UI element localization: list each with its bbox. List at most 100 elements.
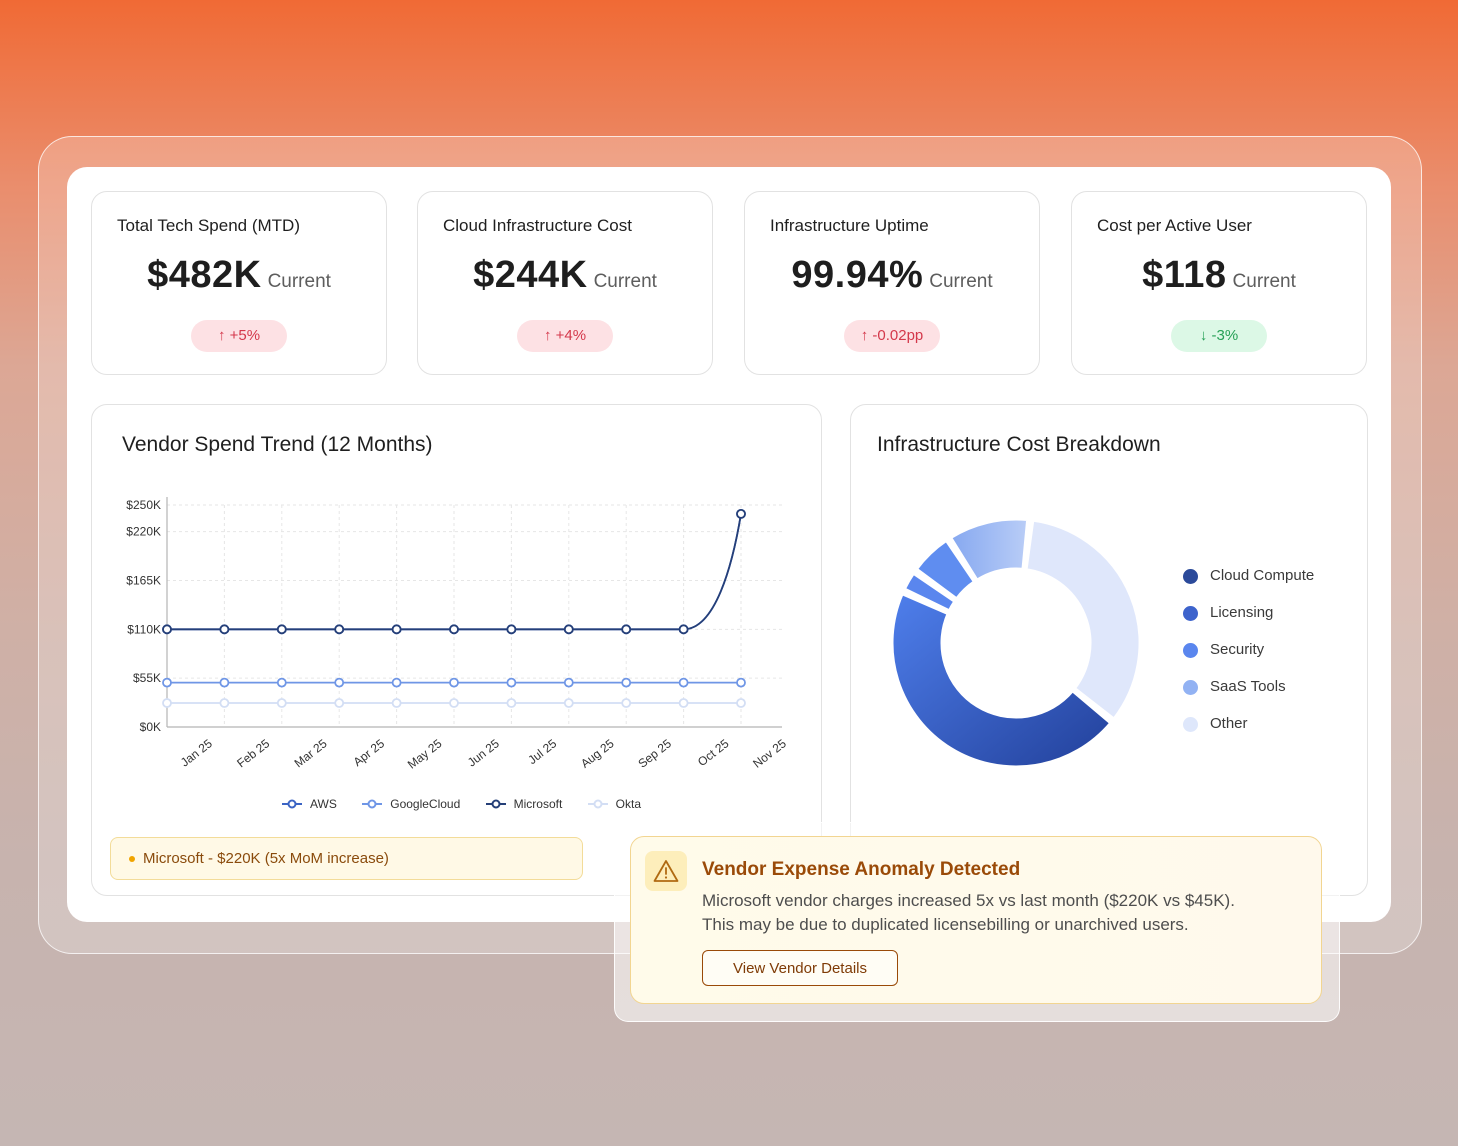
data-point-okta: [219, 698, 230, 708]
view-vendor-details-button[interactable]: View Vendor Details: [702, 950, 898, 986]
legend-label: SaaS Tools: [1210, 678, 1286, 695]
data-point-microsoft: [736, 508, 746, 519]
card-title: Vendor Spend Trend (12 Months): [122, 433, 433, 456]
data-point-okta: [449, 698, 459, 708]
data-point-okta: [391, 698, 402, 708]
anomaly-alert: Vendor Expense Anomaly Detected Microsof…: [630, 836, 1322, 1004]
x-tick-label: Mar 25: [292, 736, 330, 770]
data-point-microsoft: [678, 624, 689, 635]
data-point-okta: [563, 698, 574, 708]
data-point-okta: [162, 698, 172, 708]
kpi-delta-badge: ↓ -3%: [1171, 320, 1267, 352]
kpi-delta-badge: ↑ +5%: [191, 320, 287, 352]
data-point-microsoft: [162, 624, 172, 635]
kpi-title: Cost per Active User: [1097, 216, 1252, 235]
y-tick-label: $110K: [127, 622, 161, 636]
x-tick-label: Sep 25: [635, 736, 674, 771]
legend-label: GoogleCloud: [390, 797, 461, 811]
data-point-googlecloud: [449, 677, 459, 688]
data-point-okta: [276, 698, 287, 708]
data-point-microsoft: [563, 624, 574, 635]
legend-item-googlecloud[interactable]: GoogleCloud: [362, 797, 460, 811]
legend-swatch: [1183, 569, 1198, 584]
donut-legend-item-cloud-compute[interactable]: Cloud Compute: [1183, 567, 1314, 604]
data-point-googlecloud: [334, 677, 345, 688]
legend-swatch: [1183, 680, 1198, 695]
legend-label: AWS: [310, 797, 337, 811]
alert-message: Microsoft vendor charges increased 5x vs…: [702, 889, 1302, 937]
x-tick-label: Apr 25: [351, 736, 388, 769]
donut-slice-security: [914, 538, 976, 601]
data-point-okta: [334, 698, 345, 708]
donut-slice-saas-tools: [949, 517, 1030, 582]
data-point-microsoft: [219, 624, 230, 635]
vendor-spend-trend-card: Vendor Spend Trend (12 Months) AWS Googl…: [91, 404, 822, 896]
data-point-microsoft: [506, 624, 517, 635]
donut-legend-item-other[interactable]: Other: [1183, 715, 1314, 752]
kpi-card-infrastructure-uptime[interactable]: Infrastructure Uptime 99.94% Current ↑ -0…: [744, 191, 1040, 375]
legend-item-aws[interactable]: AWS: [282, 797, 337, 811]
kpi-card-cost-per-active-user[interactable]: Cost per Active User $118 Current ↓ -3%: [1071, 191, 1367, 375]
x-tick-label: Oct 25: [695, 736, 732, 769]
x-tick-label: Jan 25: [178, 736, 215, 769]
donut-slice-licensing: [902, 571, 957, 613]
legend-label: Cloud Compute: [1210, 567, 1315, 584]
kpi-suffix: Current: [929, 271, 993, 292]
x-tick-label: May 25: [405, 736, 445, 771]
y-tick-label: $0K: [140, 720, 161, 734]
data-point-googlecloud: [736, 677, 746, 688]
kpi-value: $482K: [147, 254, 262, 296]
kpi-title: Cloud Infrastructure Cost: [443, 216, 632, 235]
kpi-value: $244K: [473, 254, 588, 296]
donut-legend-item-saas-tools[interactable]: SaaS Tools: [1183, 678, 1314, 715]
kpi-card-total-tech-spend[interactable]: Total Tech Spend (MTD) $482K Current ↑ +5…: [91, 191, 387, 375]
data-point-okta: [736, 698, 746, 708]
data-point-googlecloud: [162, 677, 172, 688]
vendor-spend-line-chart: $0K $55K $110K $165K $220K $250K Jan 25 Feb 25 M…: [126, 497, 789, 772]
data-point-okta: [506, 698, 517, 708]
donut-legend: Cloud Compute Licensing Security SaaS Tools…: [1183, 567, 1314, 752]
data-point-microsoft: [334, 624, 345, 635]
y-tick-label: $220K: [126, 525, 161, 539]
donut-legend-item-licensing[interactable]: Licensing: [1183, 604, 1314, 641]
data-point-googlecloud: [391, 677, 402, 688]
kpi-value: 99.94%: [791, 254, 924, 296]
data-point-okta: [678, 698, 689, 708]
legend-label: Microsoft: [513, 797, 563, 811]
kpi-card-cloud-infrastructure-cost[interactable]: Cloud Infrastructure Cost $244K Current ↑…: [417, 191, 713, 375]
note-text: Microsoft - $220K (5x MoM increase): [143, 850, 389, 867]
donut-slice-cloud-compute: [890, 592, 1113, 769]
data-point-googlecloud: [678, 677, 689, 688]
x-tick-label: Jul 25: [525, 736, 559, 767]
data-point-microsoft: [276, 624, 287, 635]
donut-slice-other: [1024, 518, 1142, 721]
legend-item-okta[interactable]: Okta: [587, 797, 642, 811]
alert-line-2: This may be due to duplicated licensebil…: [702, 915, 1189, 934]
kpi-value: $118: [1142, 254, 1227, 296]
note-dot: [129, 856, 135, 863]
kpi-delta-badge: ↑ +4%: [517, 320, 613, 352]
legend-label: Other: [1210, 715, 1248, 732]
microsoft-spike-note: Microsoft - $220K (5x MoM increase): [110, 837, 583, 880]
kpi-title: Infrastructure Uptime: [770, 216, 929, 235]
data-point-googlecloud: [621, 677, 632, 688]
data-point-googlecloud: [219, 677, 230, 688]
y-tick-label: $55K: [133, 671, 161, 685]
y-tick-label: $250K: [126, 498, 161, 512]
data-point-microsoft: [391, 624, 402, 635]
card-title: Infrastructure Cost Breakdown: [877, 433, 1161, 456]
donut-legend-item-security[interactable]: Security: [1183, 641, 1314, 678]
data-point-microsoft: [621, 624, 632, 635]
x-tick-label: Feb 25: [234, 736, 272, 770]
legend-item-microsoft[interactable]: Microsoft: [485, 797, 563, 811]
alert-line-1: Microsoft vendor charges increased 5x vs…: [702, 891, 1235, 910]
x-tick-label: Jun 25: [465, 736, 502, 769]
legend-label: Okta: [615, 797, 642, 811]
data-point-microsoft: [449, 624, 459, 635]
data-point-googlecloud: [506, 677, 517, 688]
data-point-googlecloud: [563, 677, 574, 688]
legend-swatch: [1183, 606, 1198, 621]
data-point-googlecloud: [276, 677, 287, 688]
kpi-title: Total Tech Spend (MTD): [117, 216, 300, 235]
warning-icon: [645, 851, 687, 891]
